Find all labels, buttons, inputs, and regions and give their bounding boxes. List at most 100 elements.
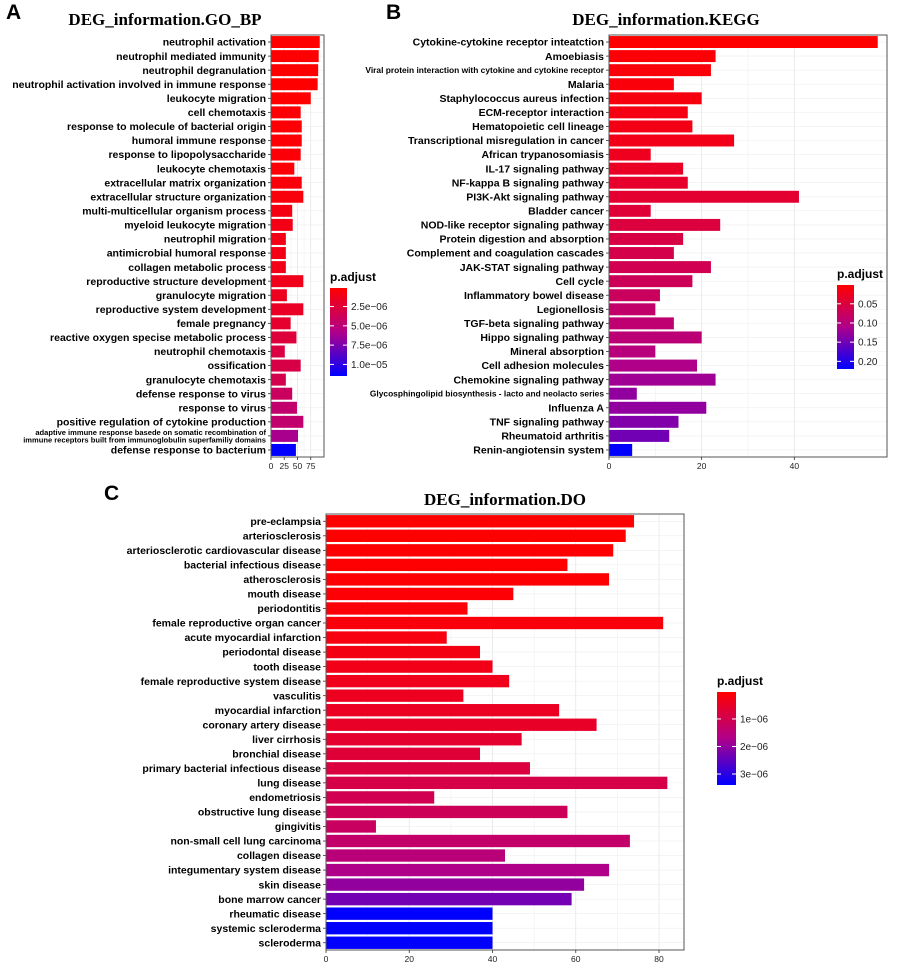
- panel-a-category-label: myeloid leukocyte migration: [124, 220, 266, 232]
- panel-c-category-label: bronchial disease: [232, 748, 321, 760]
- panel-c-xtick-label: 20: [405, 954, 415, 963]
- panel-b-category-label: NF-kappa B signaling pathway: [452, 177, 604, 189]
- panel-label-a: A: [6, 1, 21, 24]
- panel-c-do-chart: DEG_information.DO pre-eclampsia arteriosc…: [127, 490, 769, 963]
- panel-b-xtick-label: 20: [697, 461, 707, 471]
- panel-b-bar-chemokine-signaling-pathway: [609, 373, 716, 386]
- panel-b-bar-hematopoietic-cell-lineage: [609, 120, 693, 133]
- panel-c-bar-female-reproductive-organ-cancer: [326, 616, 664, 630]
- panel-a-category-label: ossification: [208, 360, 266, 372]
- panel-a-category-label-line: adaptive immune response basede on somat…: [35, 428, 266, 437]
- panel-c-legend-tick-label: 2e−06: [740, 742, 769, 753]
- panel-b-category-label: TGF-beta signaling pathway: [464, 318, 604, 330]
- panel-a-bar-ossification: [271, 359, 301, 372]
- panel-b-category-label: Influenza A: [548, 402, 604, 414]
- panel-a-bar-neutrophil-activation-involved-in-immune: [271, 78, 318, 91]
- panel-c-title: DEG_information.DO: [424, 490, 586, 509]
- panel-a-category-label: response to lipopolysaccharide: [108, 149, 266, 161]
- panel-a-legend-tick-label: 7.5e−06: [351, 341, 388, 352]
- panel-c-category-label: gingivitis: [275, 821, 321, 833]
- panel-c-bar-scleroderma: [326, 936, 493, 949]
- panel-c-category-label: endometriosis: [249, 792, 321, 804]
- panel-c-category-label: primary bacterial infectious disease: [142, 763, 321, 775]
- panel-b-bar-tgf-beta-signaling-pathway: [609, 317, 674, 330]
- panel-a-legend-tick-label: 1.0e−05: [351, 360, 388, 371]
- panel-a-category-label: extracellular structure organization: [90, 191, 266, 203]
- panel-c-category-label: systemic scleroderma: [211, 923, 321, 935]
- panel-a-legend-tick-label: 2.5e−06: [351, 302, 388, 313]
- panel-a-bar-positive-regulation-of-cytokine-producti: [271, 415, 304, 428]
- panel-a-category-label: collagen metabolic process: [128, 262, 266, 274]
- panel-b-legend-tick-label: 0.10: [858, 318, 878, 329]
- panel-b-category-label: Chemokine signaling pathway: [453, 374, 604, 386]
- panel-a-bar-defense-response-to-virus: [271, 387, 293, 400]
- panel-a-bar-reproductive-system-development: [271, 303, 304, 316]
- panel-c-bar-arteriosclerotic-cardiovascular-disease: [326, 544, 614, 557]
- panel-b-bar-inflammatory-bowel-disease: [609, 289, 660, 302]
- panel-b-category-label: Cytokine-cytokine receptor inteatction: [413, 37, 604, 49]
- panel-c-bar-bronchial-disease: [326, 747, 481, 760]
- panel-c-bar-systemic-scleroderma: [326, 922, 493, 935]
- panel-a-bar-granulocyte-migration: [271, 289, 287, 302]
- panel-c-category-label: female reproductive system disease: [141, 676, 322, 688]
- panel-a-bar-response-to-virus: [271, 401, 297, 414]
- panel-c-category-label: atherosclerosis: [243, 574, 321, 586]
- panel-b-category-label: Cell adhesion molecules: [481, 360, 604, 372]
- panel-a-bar-neutrophil-mediated-immunity: [271, 50, 319, 63]
- panel-a-category-label: defense response to bacterium: [111, 445, 266, 457]
- panel-b-xtick-label: 0: [607, 461, 612, 471]
- panel-b-bar-viral-protein-interaction-with-cytokine-: [609, 64, 711, 77]
- panel-c-bar-primary-bacterial-infectious-disease: [326, 762, 530, 775]
- panel-a-bar-collagen-metabolic-process: [271, 261, 286, 274]
- panel-b-bar-il-17-signaling-pathway: [609, 162, 684, 175]
- panel-c-category-label: obstructive lung disease: [198, 807, 321, 819]
- panel-c-bar-integumentary-system-disease: [326, 863, 610, 877]
- panel-c-category-label: arteriosclerosis: [243, 530, 321, 542]
- panel-c-bar-mouth-disease: [326, 587, 514, 601]
- panel-a-legend-title: p.adjust: [330, 270, 376, 284]
- panel-b-bar-complement-and-coagulation-cascades: [609, 247, 674, 260]
- panel-a-category-label: neutrophil degranulation: [142, 65, 266, 77]
- panel-b-bar-glycosphingolipid-biosynthesis-lacto-and: [609, 387, 637, 400]
- panel-a-go-bp-chart: DEG_information.GO_BP neutrophil activati…: [12, 10, 388, 471]
- panel-b-category-label: Hematopoietic cell lineage: [472, 121, 604, 133]
- panel-b-category-label: ECM-receptor interaction: [479, 107, 604, 119]
- panel-b-bar-amoebiasis: [609, 50, 716, 63]
- panel-b-category-label: NOD-like receptor signaling pathway: [421, 220, 604, 232]
- panel-a-bar-reactive-oxygen-specise-metabolic-proces: [271, 331, 297, 344]
- panel-c-category-label: periodontitis: [257, 603, 321, 615]
- panel-a-category-label: leukocyte chemotaxis: [157, 163, 266, 175]
- panel-a-category-label: neutrophil chemotaxis: [154, 346, 266, 358]
- panel-a-category-label: neutrophil mediated immunity: [116, 51, 266, 63]
- panel-a-category-label: leukocyte migration: [167, 93, 266, 105]
- panel-a-category-label: response to virus: [178, 402, 266, 414]
- panel-a-title: DEG_information.GO_BP: [68, 10, 261, 29]
- panel-b-plot-border: [608, 34, 888, 458]
- panel-a-category-label: reactive oxygen specise metabolic proces…: [50, 332, 266, 344]
- panel-b-bar-malaria: [609, 78, 674, 91]
- panel-b-bar-rheumatoid-arthritis: [609, 429, 670, 442]
- panel-c-category-label: arteriosclerotic cardiovascular disease: [127, 545, 322, 557]
- panel-b-category-label: TNF signaling pathway: [490, 417, 605, 429]
- panel-a-category-label: positive regulation of cytokine producti…: [57, 417, 266, 429]
- panel-a-xtick-label: 0: [269, 461, 274, 471]
- panel-c-bar-atherosclerosis: [326, 573, 610, 586]
- panel-b-bar-bladder-cancer: [609, 204, 651, 217]
- panel-c-bar-bacterial-infectious-disease: [326, 558, 568, 572]
- panel-c-bar-gingivitis: [326, 820, 376, 833]
- panel-c-bar-bone-marrow-cancer: [326, 892, 572, 906]
- panel-c-bar-liver-cirrhosis: [326, 733, 522, 746]
- panel-c-category-label: coronary artery disease: [203, 719, 322, 731]
- panel-c-bar-endometriosis: [326, 791, 435, 804]
- panel-a-bar-leukocyte-migration: [271, 92, 311, 105]
- panel-b-category-label: Malaria: [568, 79, 604, 91]
- panel-c-bar-skin-disease: [326, 878, 585, 891]
- panel-b-category-label: Hippo signaling pathway: [480, 332, 604, 344]
- panel-a-bar-female-pregnancy: [271, 317, 291, 330]
- panel-a-bar-antimicrobial-humoral-response: [271, 247, 286, 260]
- panel-a-bar-leukocyte-chemotaxis: [271, 162, 295, 175]
- panel-b-legend-tick-label: 0.15: [858, 338, 878, 349]
- panel-c-category-label: bacterial infectious disease: [184, 560, 321, 572]
- panel-a-bar-neutrophil-chemotaxis: [271, 345, 285, 358]
- panel-c-category-label: lung disease: [257, 778, 321, 790]
